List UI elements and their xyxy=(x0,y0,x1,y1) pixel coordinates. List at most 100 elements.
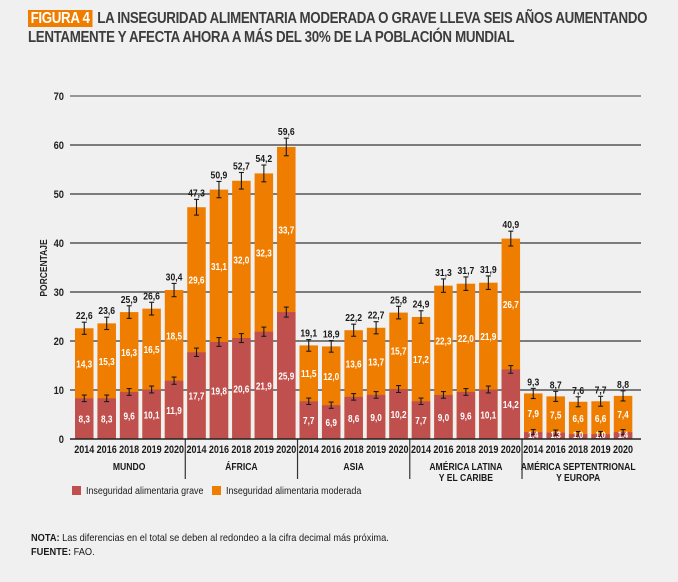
moderada-label: 12,0 xyxy=(323,371,339,382)
figure-badge: FIGURA 4 xyxy=(28,10,93,27)
group-label: AMÉRICA SEPTENTRIONAL xyxy=(521,460,636,473)
title-line-2: LENTAMENTE Y AFECTA AHORA A MÁS DEL 30% … xyxy=(28,29,515,46)
source-label: FUENTE: xyxy=(31,546,72,558)
bar-grave xyxy=(187,352,206,439)
source-text: FAO. xyxy=(71,546,95,558)
chart-notes: NOTA: Las diferencias en el total se deb… xyxy=(31,531,389,559)
group-label-line2: Y EL CARIBE xyxy=(439,472,494,484)
total-label: 22,7 xyxy=(368,310,385,322)
title-line-1: LA INSEGURIDAD ALIMENTARIA MODERADA O GR… xyxy=(97,10,648,27)
x-tick-label: 2019 xyxy=(591,444,611,456)
total-label: 23,6 xyxy=(98,305,115,317)
grave-label: 7,7 xyxy=(303,415,314,426)
total-label: 8,8 xyxy=(617,379,630,391)
moderada-label: 16,5 xyxy=(144,344,160,355)
legend-swatch-grave xyxy=(72,486,81,495)
bar-grave xyxy=(119,391,139,439)
total-label: 50,9 xyxy=(211,170,228,182)
bar-grave xyxy=(75,398,94,439)
grave-label: 8,6 xyxy=(348,413,359,424)
moderada-label: 7,9 xyxy=(528,408,539,419)
moderada-label: 16,3 xyxy=(121,347,137,358)
x-tick-label: 2019 xyxy=(366,444,386,456)
bar-grave xyxy=(411,401,431,439)
moderada-label: 11,5 xyxy=(301,368,316,379)
moderada-label: 32,3 xyxy=(256,248,272,259)
total-label: 8,7 xyxy=(550,380,562,392)
grave-label: 9,6 xyxy=(123,411,134,422)
total-label: 47,3 xyxy=(188,188,205,200)
x-tick-label: 2018 xyxy=(456,444,476,456)
grave-label: 1,4 xyxy=(618,430,629,440)
group-label: MUNDO xyxy=(113,461,146,473)
grave-label: 25,9 xyxy=(278,371,294,382)
grave-label: 10,2 xyxy=(391,409,407,420)
total-label: 59,6 xyxy=(278,126,295,138)
moderada-label: 7,4 xyxy=(617,409,629,420)
total-label: 26,6 xyxy=(143,291,160,303)
total-label: 52,7 xyxy=(233,161,250,173)
bar-grave xyxy=(434,394,453,439)
total-label: 40,9 xyxy=(502,219,519,231)
grave-label: 20,6 xyxy=(233,384,249,395)
moderada-label: 31,1 xyxy=(211,261,227,272)
moderada-label: 13,6 xyxy=(346,359,362,370)
moderada-label: 14,3 xyxy=(76,359,92,370)
bar-grave xyxy=(277,312,296,439)
bar-grave xyxy=(389,389,408,439)
bar-grave xyxy=(254,331,274,439)
moderada-label: 7,5 xyxy=(550,410,561,421)
group-label: AMÉRICA LATINA xyxy=(429,460,502,473)
bar-grave xyxy=(232,338,251,439)
moderada-label: 26,7 xyxy=(503,299,519,310)
grave-label: 8,3 xyxy=(101,414,112,425)
grave-label: 10,1 xyxy=(480,410,496,421)
total-label: 24,9 xyxy=(413,299,430,311)
bar-grave xyxy=(366,394,386,439)
total-label: 7,6 xyxy=(572,385,584,397)
bar-grave xyxy=(164,380,184,439)
x-tick-label: 2016 xyxy=(433,444,453,456)
grave-label: 1,0 xyxy=(595,430,606,440)
x-tick-label: 2016 xyxy=(209,444,229,456)
grave-label: 6,9 xyxy=(326,417,337,428)
grave-label: 1,3 xyxy=(551,430,562,440)
x-tick-label: 2020 xyxy=(164,444,184,456)
source-line: FUENTE: FAO. xyxy=(31,545,389,559)
group-label: ASIA xyxy=(343,461,364,473)
bar-moderada xyxy=(568,401,588,439)
bar-grave xyxy=(299,401,318,439)
bar-grave xyxy=(321,405,341,439)
legend-label-moderada: Inseguridad alimentaria moderada xyxy=(226,485,362,497)
moderada-label: 17,2 xyxy=(413,354,429,365)
note-line: NOTA: Las diferencias en el total se deb… xyxy=(31,531,389,545)
total-label: 22,6 xyxy=(76,310,93,322)
total-label: 25,8 xyxy=(390,295,407,307)
moderada-label: 13,7 xyxy=(368,357,384,368)
x-tick-label: 2019 xyxy=(254,444,274,456)
bar-grave xyxy=(97,398,116,439)
moderada-label: 21,9 xyxy=(480,331,496,342)
moderada-label: 6,6 xyxy=(572,413,583,424)
moderada-label: 22,0 xyxy=(458,333,474,344)
grave-label: 17,7 xyxy=(189,391,205,402)
y-axis-label: PORCENTAJE xyxy=(38,239,49,296)
x-tick-label: 2014 xyxy=(74,444,94,456)
grave-label: 7,7 xyxy=(415,415,426,426)
moderada-label: 29,6 xyxy=(189,275,205,286)
x-tick-label: 2016 xyxy=(97,444,117,456)
moderada-label: 15,7 xyxy=(391,346,407,357)
grave-label: 8,3 xyxy=(79,414,90,425)
x-tick-label: 2018 xyxy=(344,444,364,456)
bar-moderada xyxy=(613,395,633,439)
total-label: 31,7 xyxy=(458,265,475,277)
y-tick-label: 20 xyxy=(54,336,65,348)
y-tick-label: 50 xyxy=(54,189,65,201)
figure-title: FIGURA 4 LA INSEGURIDAD ALIMENTARIA MODER… xyxy=(28,9,648,47)
grave-label: 9,0 xyxy=(370,412,381,423)
y-tick-label: 30 xyxy=(54,287,65,299)
x-tick-label: 2018 xyxy=(119,444,139,456)
grave-label: 10,1 xyxy=(144,410,160,421)
total-label: 7,7 xyxy=(595,385,607,397)
